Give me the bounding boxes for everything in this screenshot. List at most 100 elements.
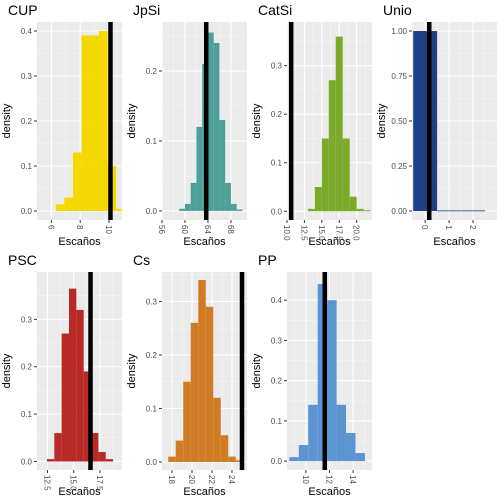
histogram-bar: [220, 435, 229, 462]
histogram-bar: [168, 456, 176, 462]
histogram-bar: [327, 300, 337, 462]
histogram-bar: [175, 440, 184, 462]
facet-panel-unio: 0.00 0.25 0.50 0.75 1.00 0 1 2 Unio density Escaño…: [376, 2, 497, 248]
histogram-bar: [196, 126, 203, 211]
x-axis-title: Escaños: [308, 486, 351, 498]
y-tick-label: 0.3: [271, 336, 283, 345]
histogram-bar: [184, 203, 191, 211]
histogram-bar: [314, 187, 322, 212]
histogram-bar: [413, 31, 438, 211]
y-axis-title: density: [251, 103, 263, 138]
x-tick-label: 64: [203, 225, 212, 234]
x-tick-label: 8: [75, 225, 84, 230]
histogram-bar: [205, 306, 214, 462]
histogram-bar: [98, 452, 106, 462]
y-tick-label: 1.00: [391, 27, 407, 36]
x-axis-title: Escaños: [58, 486, 101, 498]
histogram-bar: [190, 322, 199, 462]
y-tick-label: 0.2: [146, 351, 158, 360]
y-axis-title: density: [251, 353, 263, 388]
histogram-bar: [225, 182, 231, 211]
y-tick-label: 0.50: [391, 117, 407, 126]
histogram-bar: [83, 371, 92, 462]
x-axis-title: Escaños: [433, 236, 476, 248]
histogram-bar: [81, 35, 91, 211]
histogram-bar: [105, 459, 114, 462]
x-tick-label: 18: [167, 475, 176, 484]
y-tick-label: 0.1: [271, 417, 283, 426]
x-tick-label: 24: [227, 475, 236, 484]
x-tick-label: 15.0: [317, 225, 326, 241]
histogram-bar: [328, 80, 336, 212]
x-tick-label: 1: [444, 225, 453, 230]
x-axis-title: Escaños: [58, 236, 101, 248]
x-tick-label: 10.0: [282, 225, 291, 241]
facet-title: Cs: [133, 252, 150, 268]
histogram-bar: [335, 36, 343, 212]
histogram-bar: [321, 138, 329, 212]
histogram-bar: [54, 433, 62, 462]
x-axis-title: Escaños: [308, 236, 351, 248]
y-tick-label: 0.1: [21, 410, 33, 419]
histogram-bar: [69, 288, 77, 462]
x-tick-label: 12: [325, 475, 334, 484]
histogram-bar: [346, 432, 356, 462]
histogram-bar: [183, 381, 191, 462]
x-tick-label: 0: [420, 225, 429, 230]
facet-panel-cup: 0.0 0.1 0.2 0.3 0.4 6 8 10 CUP density Escaños: [1, 2, 122, 248]
facet-panel-jpsi: 0.0 0.1 0.2 56 60 64 68 JpSi density Escaños: [126, 2, 247, 248]
y-axis-title: density: [126, 353, 138, 388]
histogram-bar: [437, 210, 462, 212]
histogram-bar: [228, 456, 236, 462]
histogram-bar: [336, 404, 347, 462]
x-tick-label: 60: [180, 225, 189, 234]
histogram-bar: [46, 459, 55, 462]
x-tick-label: 20.0: [352, 225, 361, 241]
histogram-bar: [190, 182, 197, 211]
y-tick-label: 0.0: [146, 458, 158, 467]
x-axis-title: Escaños: [183, 236, 226, 248]
facet-title: PSC: [8, 252, 37, 268]
histogram-bar: [230, 203, 237, 211]
y-tick-label: 0.2: [21, 363, 33, 372]
facet-title: CatSi: [258, 2, 292, 18]
histogram-bar: [308, 404, 318, 462]
histogram-bar: [317, 284, 328, 462]
histogram-bar: [349, 196, 357, 212]
y-tick-label: 0.2: [271, 110, 283, 119]
y-tick-label: 0.4: [271, 296, 283, 305]
y-tick-label: 0.3: [21, 72, 33, 81]
histogram-bar: [73, 152, 82, 211]
histogram-bar: [461, 210, 486, 212]
histogram-bar: [179, 208, 185, 211]
histogram-bar: [298, 445, 309, 462]
y-tick-label: 0.0: [271, 207, 283, 216]
x-tick-label: 22: [207, 475, 216, 484]
y-tick-label: 0.2: [271, 377, 283, 386]
y-tick-label: 0.0: [271, 457, 283, 466]
histogram-bar: [207, 32, 214, 211]
x-tick-label: 14: [348, 475, 357, 484]
x-tick-label: 12.5: [42, 475, 51, 491]
facet-title: CUP: [8, 2, 38, 18]
histogram-bar: [55, 204, 65, 211]
histogram-bar: [289, 457, 299, 462]
x-tick-label: 12.5: [299, 225, 308, 241]
y-tick-label: 0.3: [146, 297, 158, 306]
y-axis-title: density: [126, 103, 138, 138]
histogram-bar: [198, 280, 206, 462]
y-tick-label: 0.3: [21, 315, 33, 324]
y-tick-label: 0.75: [391, 72, 407, 81]
y-tick-label: 0.00: [391, 207, 407, 216]
x-tick-label: 2: [468, 225, 477, 230]
y-axis-title: density: [1, 103, 13, 138]
facet-panel-psc: 0.0 0.1 0.2 0.3 12.5 15.0 17.5 PSC density Escaño…: [1, 252, 122, 498]
facet-title: JpSi: [133, 2, 160, 18]
histogram-bar: [61, 333, 70, 462]
y-tick-label: 0.0: [21, 457, 33, 466]
y-tick-label: 0.0: [146, 207, 158, 216]
histogram-bar: [219, 119, 226, 211]
histogram-bar: [64, 197, 74, 211]
histogram-bar: [235, 460, 244, 462]
